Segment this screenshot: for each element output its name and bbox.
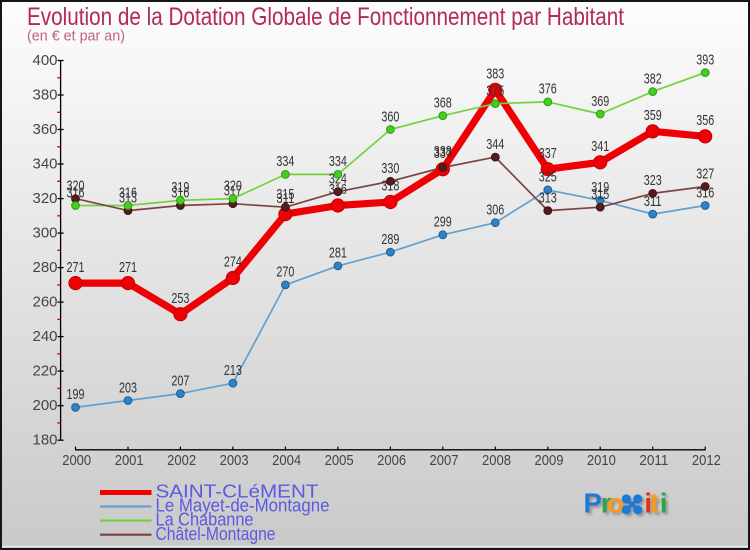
svg-text:281: 281 — [329, 245, 347, 262]
svg-text:330: 330 — [381, 160, 399, 177]
svg-text:271: 271 — [119, 259, 137, 276]
svg-text:SAINT-CLéMENT: SAINT-CLéMENT — [156, 481, 319, 502]
svg-text:2009: 2009 — [535, 452, 564, 469]
svg-text:320: 320 — [33, 190, 58, 207]
svg-text:369: 369 — [591, 93, 609, 110]
svg-text:400: 400 — [33, 52, 58, 69]
svg-text:253: 253 — [171, 290, 189, 307]
svg-text:340: 340 — [33, 155, 58, 172]
svg-text:382: 382 — [644, 70, 662, 87]
svg-text:270: 270 — [276, 264, 294, 281]
svg-text:376: 376 — [539, 81, 557, 98]
svg-text:299: 299 — [434, 214, 452, 231]
svg-text:315: 315 — [276, 186, 294, 203]
svg-text:324: 324 — [329, 171, 347, 188]
svg-text:323: 323 — [644, 172, 662, 189]
svg-text:r: r — [601, 488, 612, 519]
svg-text:311: 311 — [644, 193, 662, 210]
svg-text:274: 274 — [224, 254, 242, 271]
svg-text:300: 300 — [33, 224, 58, 241]
svg-text:360: 360 — [33, 121, 58, 138]
svg-text:2005: 2005 — [325, 452, 354, 469]
svg-text:P: P — [584, 488, 602, 519]
svg-text:315: 315 — [591, 186, 609, 203]
svg-text:280: 280 — [33, 259, 58, 276]
svg-text:319: 319 — [591, 179, 609, 196]
svg-text:313: 313 — [119, 189, 137, 206]
svg-text:271: 271 — [67, 259, 85, 276]
svg-text:La Chabanne: La Chabanne — [156, 509, 254, 530]
svg-text:338: 338 — [434, 143, 452, 160]
svg-text:325: 325 — [539, 169, 557, 186]
svg-text:260: 260 — [33, 293, 58, 310]
svg-text:2001: 2001 — [115, 452, 144, 469]
svg-text:360: 360 — [381, 108, 399, 125]
svg-text:320: 320 — [224, 177, 242, 194]
svg-text:t: t — [650, 488, 659, 519]
svg-text:337: 337 — [434, 145, 452, 162]
svg-text:(en € et par an): (en € et par an) — [27, 28, 125, 45]
svg-text:220: 220 — [33, 362, 58, 379]
svg-text:319: 319 — [171, 179, 189, 196]
svg-text:311: 311 — [276, 190, 294, 207]
svg-text:2012: 2012 — [692, 452, 721, 469]
svg-text:Le Mayet-de-Montagne: Le Mayet-de-Montagne — [156, 495, 330, 516]
svg-text:Châtel-Montagne: Châtel-Montagne — [156, 523, 276, 544]
svg-text:2008: 2008 — [482, 452, 511, 469]
svg-text:306: 306 — [486, 202, 504, 219]
svg-text:2011: 2011 — [639, 452, 668, 469]
svg-text:i: i — [644, 488, 652, 519]
svg-text:327: 327 — [696, 165, 714, 182]
svg-text:i: i — [660, 488, 668, 519]
svg-text:316: 316 — [171, 184, 189, 201]
svg-text:393: 393 — [696, 51, 714, 68]
svg-text:316: 316 — [67, 184, 85, 201]
svg-text:334: 334 — [329, 153, 347, 170]
svg-text:368: 368 — [434, 95, 452, 112]
svg-text:199: 199 — [67, 386, 85, 403]
svg-text:337: 337 — [539, 145, 557, 162]
svg-text:383: 383 — [486, 66, 504, 83]
svg-text:203: 203 — [119, 379, 137, 396]
svg-text:200: 200 — [33, 397, 58, 414]
svg-text:240: 240 — [33, 328, 58, 345]
svg-text:289: 289 — [381, 231, 399, 248]
svg-text:344: 344 — [486, 136, 504, 153]
svg-text:375: 375 — [486, 82, 504, 99]
svg-text:2010: 2010 — [587, 452, 616, 469]
svg-text:320: 320 — [67, 177, 85, 194]
svg-text:313: 313 — [539, 189, 557, 206]
svg-text:213: 213 — [224, 362, 242, 379]
svg-text:Evolution de la Dotation Globa: Evolution de la Dotation Globale de Fonc… — [27, 3, 624, 31]
svg-text:317: 317 — [224, 183, 242, 200]
svg-text:2007: 2007 — [430, 452, 459, 469]
svg-text:334: 334 — [276, 153, 294, 170]
svg-text:2004: 2004 — [272, 452, 301, 469]
svg-text:341: 341 — [591, 138, 609, 155]
svg-text:356: 356 — [696, 112, 714, 129]
svg-text:o: o — [607, 488, 624, 519]
svg-text:180: 180 — [33, 432, 58, 449]
svg-text:380: 380 — [33, 86, 58, 103]
svg-text:318: 318 — [381, 178, 399, 195]
svg-text:316: 316 — [119, 184, 137, 201]
svg-text:316: 316 — [696, 184, 714, 201]
svg-text:2003: 2003 — [220, 452, 249, 469]
svg-text:2006: 2006 — [377, 452, 406, 469]
svg-text:2000: 2000 — [62, 452, 91, 469]
svg-text:359: 359 — [644, 107, 662, 124]
svg-text:207: 207 — [171, 372, 189, 389]
svg-text:2002: 2002 — [167, 452, 196, 469]
